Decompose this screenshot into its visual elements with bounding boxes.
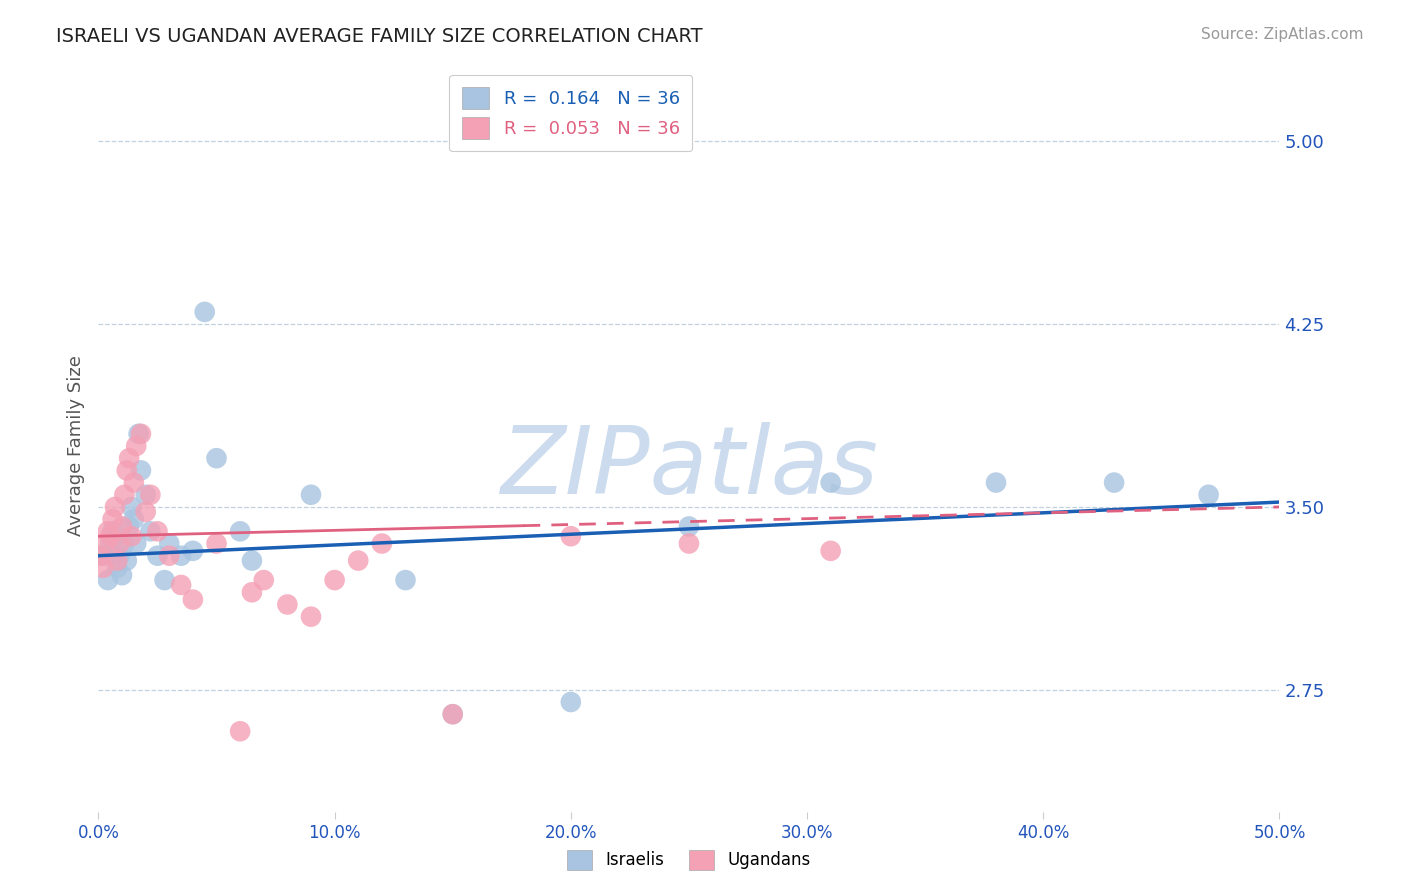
Point	[101, 512, 124, 526]
Point	[146, 524, 169, 539]
Point	[240, 585, 263, 599]
Point	[98, 529, 121, 543]
Point	[135, 505, 157, 519]
Point	[1198, 488, 1220, 502]
Point	[820, 544, 842, 558]
Point	[94, 536, 117, 550]
Point	[122, 475, 145, 490]
Point	[125, 439, 148, 453]
Point	[181, 592, 204, 607]
Point	[118, 519, 141, 533]
Point	[139, 488, 162, 502]
Text: ZIPatlas: ZIPatlas	[501, 423, 877, 514]
Point	[146, 549, 169, 563]
Point	[371, 536, 394, 550]
Point	[112, 488, 135, 502]
Point	[229, 724, 252, 739]
Point	[299, 609, 322, 624]
Point	[104, 500, 127, 514]
Point	[678, 536, 700, 550]
Point	[276, 598, 298, 612]
Point	[129, 463, 152, 477]
Point	[115, 553, 138, 567]
Point	[111, 519, 134, 533]
Point	[101, 524, 124, 539]
Point	[157, 536, 180, 550]
Point	[91, 561, 114, 575]
Point	[98, 536, 121, 550]
Point	[229, 524, 252, 539]
Point	[122, 512, 145, 526]
Point	[441, 707, 464, 722]
Point	[441, 707, 464, 722]
Point	[181, 544, 204, 558]
Point	[299, 488, 322, 502]
Point	[108, 549, 131, 563]
Point	[121, 500, 143, 514]
Point	[205, 451, 228, 466]
Point	[105, 561, 128, 575]
Point	[560, 695, 582, 709]
Legend: Israelis, Ugandans: Israelis, Ugandans	[561, 843, 817, 877]
Point	[108, 536, 131, 550]
Point	[820, 475, 842, 490]
Point	[111, 568, 134, 582]
Text: ISRAELI VS UGANDAN AVERAGE FAMILY SIZE CORRELATION CHART: ISRAELI VS UGANDAN AVERAGE FAMILY SIZE C…	[56, 27, 703, 45]
Point	[157, 549, 180, 563]
Point	[135, 488, 157, 502]
Point	[560, 529, 582, 543]
Point	[104, 529, 127, 543]
Text: Source: ZipAtlas.com: Source: ZipAtlas.com	[1201, 27, 1364, 42]
Point	[323, 573, 346, 587]
Point	[170, 549, 193, 563]
Point	[253, 573, 276, 587]
Point	[91, 549, 114, 563]
Y-axis label: Average Family Size: Average Family Size	[66, 356, 84, 536]
Point	[112, 536, 135, 550]
Point	[1102, 475, 1125, 490]
Point	[105, 553, 128, 567]
Point	[129, 426, 152, 441]
Point	[984, 475, 1007, 490]
Point	[115, 463, 138, 477]
Point	[240, 553, 263, 567]
Point	[153, 573, 176, 587]
Point	[90, 549, 112, 563]
Point	[194, 305, 217, 319]
Point	[97, 524, 120, 539]
Point	[205, 536, 228, 550]
Point	[347, 553, 370, 567]
Point	[97, 573, 120, 587]
Point	[125, 536, 148, 550]
Point	[128, 426, 150, 441]
Point	[118, 451, 141, 466]
Point	[394, 573, 416, 587]
Point	[121, 529, 143, 543]
Point	[170, 578, 193, 592]
Point	[678, 519, 700, 533]
Point	[139, 524, 162, 539]
